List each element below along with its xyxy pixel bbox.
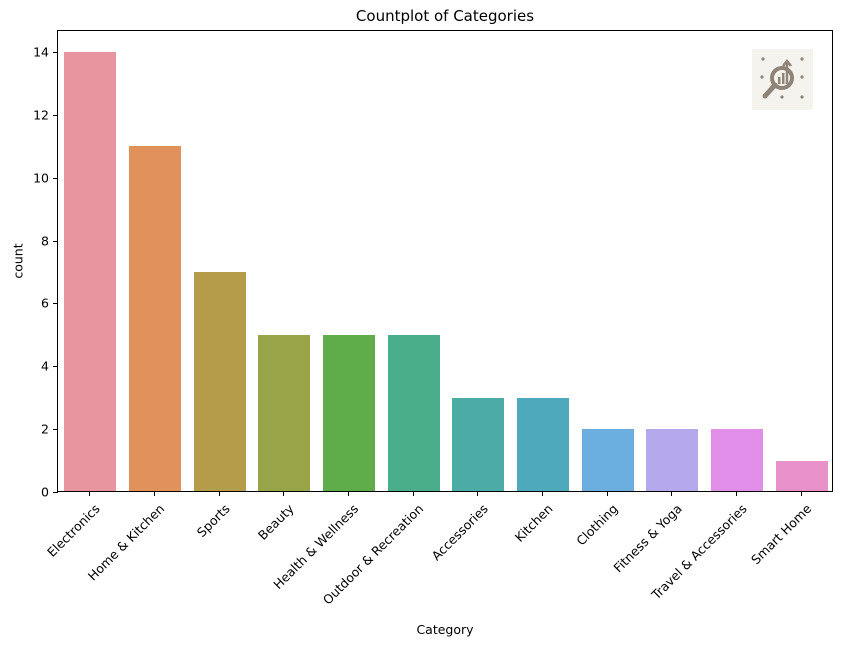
- x-tick: [477, 491, 479, 496]
- y-tick-label: 12: [33, 107, 49, 123]
- bar: [775, 460, 828, 491]
- x-tick: [736, 491, 737, 496]
- x-tick: [542, 491, 543, 496]
- x-tick: [606, 491, 608, 496]
- y-tick: [53, 177, 58, 179]
- plot-area: 0 2 4 6 8 10 12 14 Electronics Home & Kitchen Spor…: [33, 30, 833, 607]
- y-tick-label: 2: [41, 421, 49, 437]
- x-tick-label: Sports: [193, 501, 233, 540]
- y-tick-label: 6: [41, 295, 49, 311]
- x-tick-label: Smart Home: [747, 501, 814, 568]
- x-tick-label: Accessories: [428, 501, 492, 564]
- x-tick: [348, 491, 349, 496]
- bar: [193, 272, 246, 491]
- y-tick-label: 8: [41, 233, 49, 249]
- x-tick: [154, 491, 155, 496]
- y-tick-label: 14: [33, 44, 49, 60]
- bar: [646, 429, 699, 491]
- y-tick: [53, 366, 58, 368]
- magnifier-chart-icon: [760, 57, 804, 99]
- y-tick: [53, 114, 58, 116]
- y-tick-label: 10: [33, 170, 49, 186]
- bar: [581, 429, 634, 491]
- y-tick-label: 4: [41, 358, 49, 374]
- x-tick-label: Electronics: [44, 501, 104, 560]
- x-axis-label: Category: [416, 622, 474, 637]
- bar: [711, 429, 763, 491]
- x-tick: [671, 491, 673, 496]
- y-tick-label: 0: [41, 484, 49, 500]
- x-tick-label: Clothing: [572, 501, 621, 549]
- y-tick: [53, 303, 58, 305]
- watermark-logo: [752, 49, 813, 110]
- x-tick-label: Kitchen: [511, 501, 556, 545]
- x-tick: [800, 491, 802, 496]
- bar: [387, 334, 440, 491]
- bar: [258, 334, 311, 491]
- x-tick: [89, 491, 91, 496]
- bar: [323, 334, 375, 491]
- y-tick: [53, 492, 58, 493]
- y-tick: [53, 240, 58, 242]
- bar: [517, 397, 569, 491]
- x-tick: [412, 491, 414, 496]
- chart-title: Countplot of Categories: [355, 7, 535, 25]
- y-axis-label: count: [10, 243, 26, 279]
- x-tick-label: Beauty: [255, 501, 298, 543]
- bar: [129, 146, 181, 491]
- y-tick: [53, 429, 58, 431]
- bar: [452, 397, 505, 491]
- y-tick: [53, 52, 58, 53]
- x-tick: [283, 491, 285, 496]
- x-tick: [218, 491, 220, 496]
- bar: [64, 52, 117, 491]
